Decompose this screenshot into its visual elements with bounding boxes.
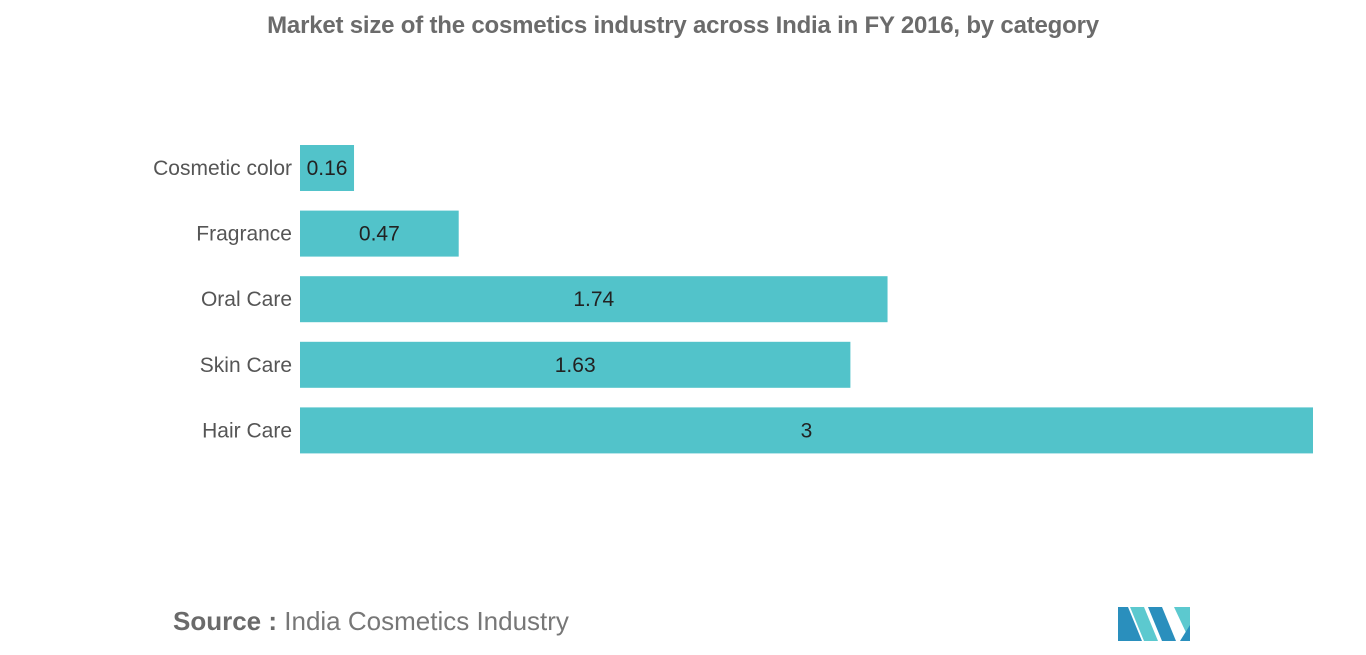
value-label-cosmetic-color: 0.16 (307, 157, 348, 180)
bar-cosmetic-color (300, 145, 355, 191)
logo-shape-right-base (1180, 625, 1190, 641)
value-label-oral-care: 1.74 (573, 288, 614, 311)
source-prefix: Source : (173, 606, 278, 636)
bar-skin-care (300, 341, 851, 388)
chart-title: Market size of the cosmetics industry ac… (267, 12, 1099, 39)
value-label-skin-care: 1.63 (555, 354, 596, 377)
category-label-skin-care: Skin Care (200, 354, 292, 377)
logo-shape-mid-light (1130, 607, 1158, 641)
brand-logo-icon (1118, 607, 1190, 641)
category-label-oral-care: Oral Care (201, 288, 292, 311)
value-label-fragrance: 0.47 (359, 223, 400, 246)
bar-fragrance (300, 210, 459, 257)
category-label-cosmetic-color: Cosmetic color (153, 157, 292, 180)
source-text: India Cosmetics Industry (284, 606, 569, 636)
source-note: Source : India Cosmetics Industry (173, 606, 569, 637)
category-label-fragrance: Fragrance (196, 223, 292, 246)
value-label-hair-care: 3 (801, 419, 813, 442)
logo-shape-mid-dark (1148, 607, 1176, 641)
bar-oral-care (300, 276, 888, 323)
logo-shape-left (1118, 607, 1142, 641)
bar-chart: Cosmetic color 0.16 Fragrance 0.47 Oral Care… (153, 145, 1313, 454)
bar-hair-care (300, 407, 1313, 454)
category-label-hair-care: Hair Care (202, 419, 292, 442)
